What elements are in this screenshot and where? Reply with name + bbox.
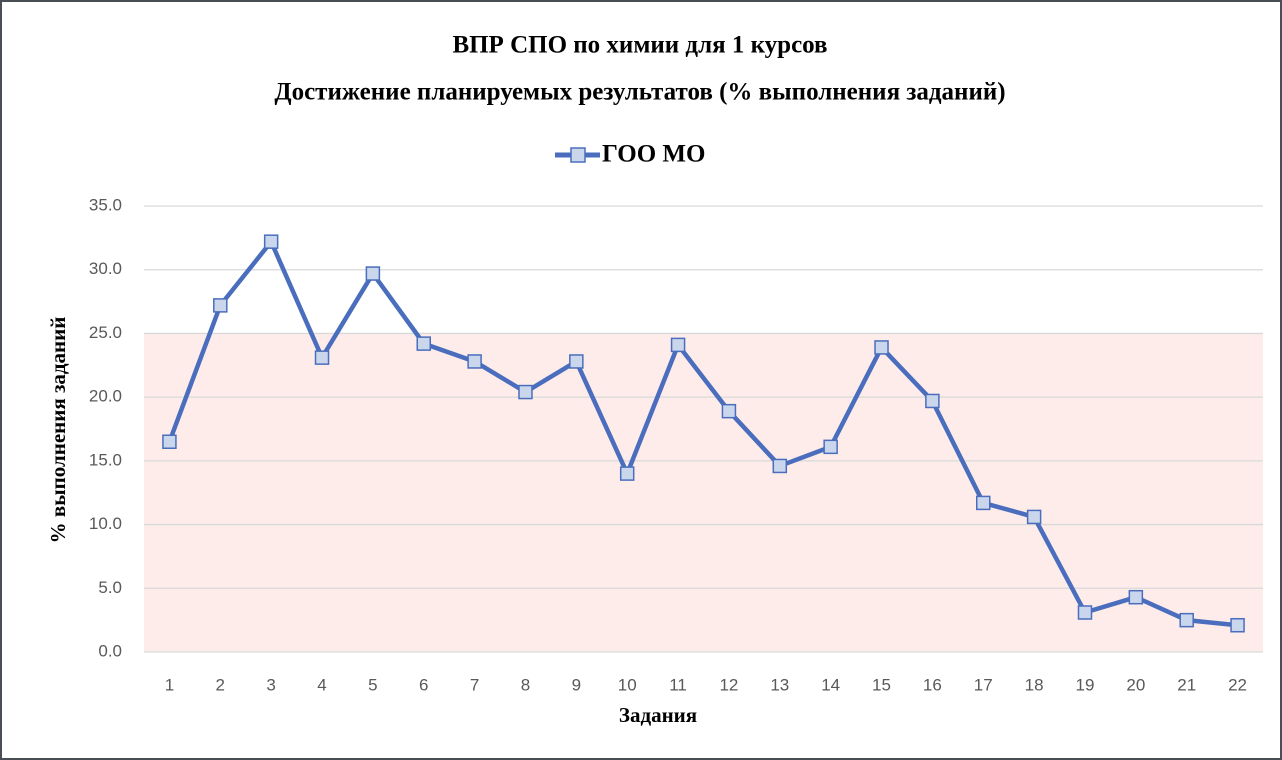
data-point	[925, 393, 940, 409]
x-tick-label: 20	[1126, 675, 1145, 694]
data-point	[467, 354, 482, 369]
x-tick-label: 2	[216, 675, 225, 694]
x-tick-label: 10	[618, 675, 637, 694]
x-tick-label: 11	[669, 675, 687, 694]
data-point	[976, 495, 991, 511]
data-point	[365, 266, 381, 281]
x-tick-label: 19	[1076, 675, 1095, 694]
series-line	[167, 239, 1238, 628]
x-tick-label: 22	[1228, 675, 1247, 694]
x-tick-label: 14	[821, 675, 840, 694]
x-tick-label: 8	[521, 675, 530, 694]
y-tick-label: 10.0	[89, 514, 122, 533]
y-tick-label: 30.0	[89, 259, 122, 278]
y-axis-label: % выполнения заданий	[46, 317, 70, 544]
y-tick-label: 0.0	[98, 641, 122, 660]
x-tick-label: 3	[266, 675, 275, 694]
y-tick-label: 20.0	[89, 387, 122, 406]
x-tick-label: 5	[368, 675, 377, 694]
data-point	[1128, 589, 1144, 605]
data-point	[772, 458, 788, 474]
data-point	[213, 298, 228, 313]
x-tick-label: 1	[165, 675, 174, 694]
data-point	[619, 466, 635, 481]
chart-title: ВПР СПО по химии для 1 курсов	[452, 32, 827, 59]
x-tick-label: 13	[770, 675, 789, 694]
data-point	[314, 350, 330, 365]
x-tick-label: 18	[1025, 675, 1044, 694]
data-point	[1179, 612, 1194, 628]
y-tick-label: 5.0	[98, 578, 122, 597]
x-tick-label: 12	[719, 675, 738, 694]
x-tick-label: 4	[317, 675, 326, 694]
data-point	[670, 337, 686, 353]
data-point	[874, 340, 889, 355]
x-tick-label: 7	[470, 675, 479, 694]
legend-label: ГОО МО	[602, 141, 705, 168]
data-point	[721, 403, 737, 419]
x-tick-label: 17	[974, 675, 993, 694]
data-point	[1077, 605, 1093, 620]
y-tick-label: 35.0	[89, 195, 122, 214]
x-tick-label: 16	[923, 675, 942, 694]
chart-subtitle: Достижение планируемых результатов (% вы…	[274, 79, 1005, 106]
data-point	[518, 384, 533, 400]
x-axis-label: Задания	[619, 703, 697, 727]
data-point	[263, 234, 279, 249]
x-tick-label: 15	[872, 675, 891, 694]
data-point	[1026, 509, 1042, 525]
data-point	[416, 336, 431, 351]
data-point	[1230, 617, 1245, 633]
x-tick-label: 6	[419, 675, 428, 694]
x-tick-label: 9	[572, 675, 581, 694]
data-point	[823, 439, 838, 455]
x-tick-label: 21	[1177, 675, 1196, 694]
data-point	[569, 354, 584, 369]
y-tick-label: 15.0	[89, 450, 122, 469]
legend-marker	[570, 147, 586, 163]
data-point	[162, 434, 177, 449]
y-tick-label: 25.0	[89, 323, 122, 342]
